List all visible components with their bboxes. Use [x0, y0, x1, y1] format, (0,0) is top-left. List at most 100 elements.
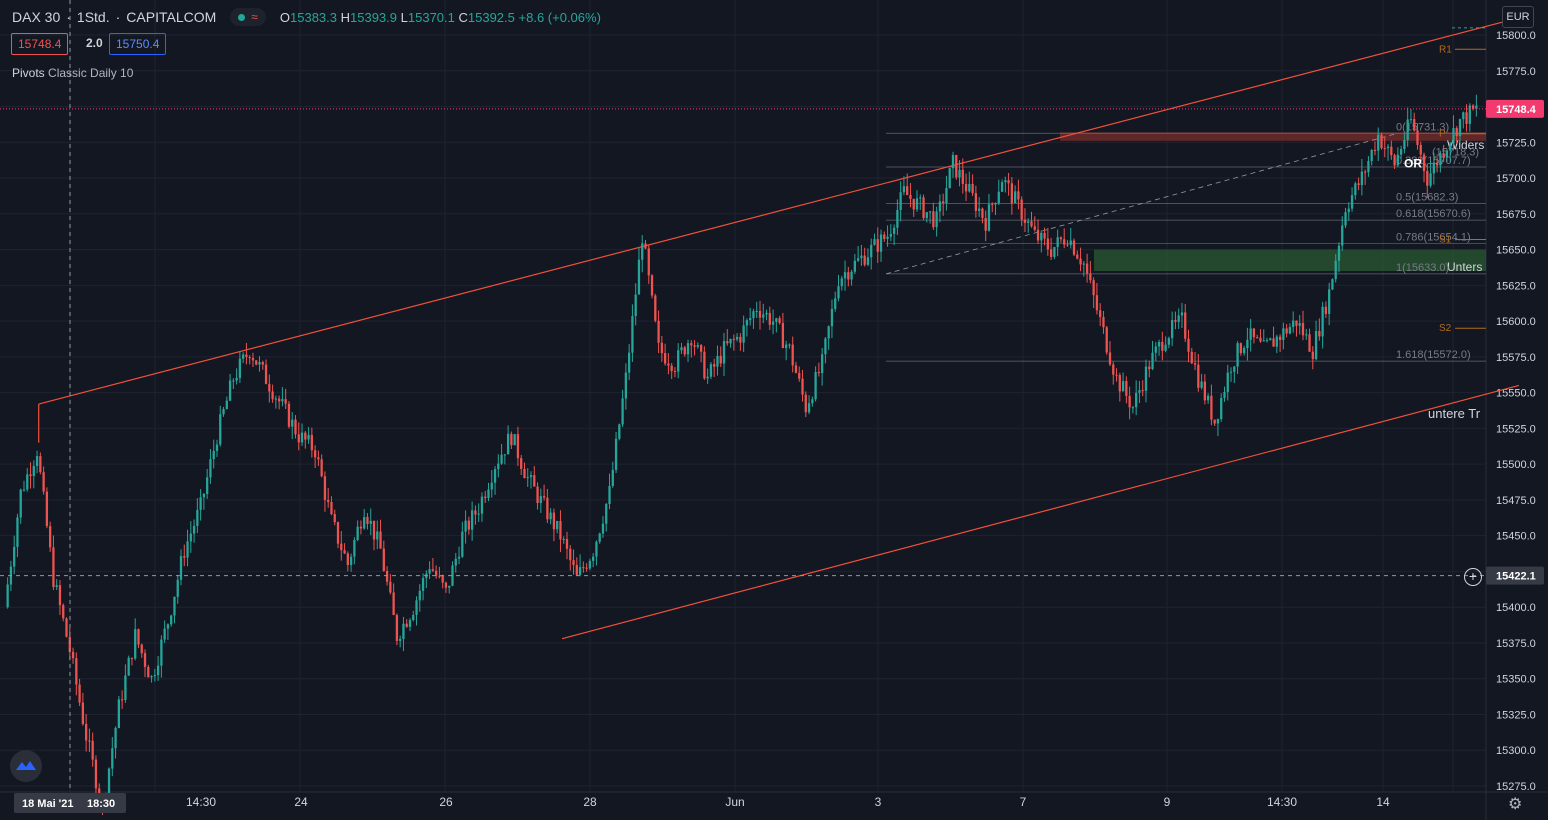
candle-body [1013, 191, 1017, 204]
sell-price-button[interactable]: 15748.4 [11, 33, 69, 55]
candle-body [32, 466, 35, 477]
candle-body [520, 458, 523, 469]
indicator-legend[interactable]: Pivots Classic Daily 10 [12, 66, 133, 80]
interval-label[interactable]: 1Std. [76, 9, 110, 25]
candle-body [1023, 219, 1027, 223]
candle-body [173, 596, 176, 616]
candle-body [628, 352, 631, 373]
candle-body [340, 543, 343, 551]
y-axis-tick-label: 15575.0 [1496, 352, 1536, 364]
candle-body [1406, 119, 1409, 141]
y-axis-tick-label: 15350.0 [1496, 674, 1536, 686]
candle-body [1471, 105, 1475, 109]
candle-body [1399, 149, 1403, 155]
candle-body [1475, 105, 1478, 109]
candle-body [663, 353, 667, 364]
candle-body [860, 255, 863, 259]
x-axis-tick-label: 24 [294, 795, 308, 809]
candle-body [853, 260, 856, 272]
candle-body [1367, 161, 1370, 173]
x-axis-tick-label: 28 [583, 795, 597, 809]
candle-body [585, 567, 588, 569]
candle-body [978, 208, 981, 211]
candle-body [1223, 391, 1226, 398]
symbol-name[interactable]: DAX 30 [12, 9, 61, 25]
candle-body [166, 624, 170, 629]
candle-body [601, 523, 605, 534]
candle-body [418, 590, 421, 601]
candle-body [1007, 180, 1010, 184]
candle-body [39, 456, 42, 473]
trendline-upper[interactable] [38, 17, 1520, 405]
fib-level-label: 0.786(15654.1) [1396, 232, 1471, 244]
candle-body [245, 354, 248, 358]
candle-body [130, 657, 134, 659]
candle-body [549, 512, 552, 520]
candle-body [1141, 390, 1144, 392]
candle-body [261, 362, 264, 365]
zone-label-support: Unters [1447, 260, 1482, 274]
candle-body [667, 363, 670, 366]
fib-level-label: 0.382(15707.7) [1396, 155, 1471, 167]
candle-body [222, 409, 225, 415]
tradingview-logo-icon[interactable] [10, 750, 42, 782]
add-alert-plus-icon[interactable]: + [1464, 568, 1482, 586]
candle-body [287, 403, 291, 427]
candle-body [52, 547, 55, 587]
candle-body [346, 553, 349, 566]
last-price-label: 15748.4 [1496, 104, 1537, 116]
settings-gear-icon[interactable]: ⚙ [1508, 796, 1523, 813]
buy-price-button[interactable]: 15750.4 [109, 33, 167, 55]
candle-body [291, 419, 294, 427]
y-axis-tick-label: 15650.0 [1496, 245, 1536, 257]
candle-body [1089, 273, 1092, 281]
candle-body [379, 531, 382, 549]
candle-body [484, 496, 487, 499]
candle-body [1305, 334, 1308, 336]
candle-body [968, 183, 971, 192]
candle-body [556, 520, 559, 530]
symbol-separator: · [115, 9, 121, 25]
candle-body [1197, 364, 1200, 388]
candle-body [873, 239, 876, 245]
currency-button[interactable]: EUR [1502, 6, 1534, 28]
candle-body [824, 338, 827, 355]
pivot-label: S2 [1439, 323, 1452, 334]
candle-body [277, 398, 281, 402]
candle-body [565, 539, 569, 549]
candle-body [820, 354, 824, 374]
candle-body [1252, 328, 1256, 338]
candle-body [428, 569, 431, 574]
crosshair-price-label: 15422.1 [1496, 571, 1536, 583]
candle-body [709, 364, 713, 377]
trendline-lower[interactable] [561, 384, 1520, 640]
candle-body [1452, 128, 1455, 144]
candle-body [225, 400, 228, 410]
candle-body [29, 474, 32, 477]
candle-body [536, 486, 539, 504]
candle-body [399, 638, 402, 641]
candle-body [1259, 337, 1262, 342]
candle-body [559, 520, 562, 540]
candle-body [755, 310, 758, 312]
candle-body [1439, 153, 1442, 166]
candle-body [654, 295, 657, 321]
candle-body [369, 520, 372, 524]
candle-body [1308, 334, 1311, 352]
candle-body [1311, 351, 1314, 360]
candle-body [78, 684, 81, 703]
market-status-pill[interactable]: ≈ [230, 8, 266, 26]
candle-body [1357, 183, 1360, 186]
candle-body [19, 489, 22, 518]
y-axis-tick-label: 15400.0 [1496, 602, 1536, 614]
candle-body [1131, 407, 1135, 409]
candle-body [1393, 155, 1396, 166]
candle-body [1419, 144, 1422, 155]
zone-support [1094, 249, 1486, 272]
symbol-header[interactable]: DAX 30 · 1Std. · CAPITALCOM ≈ O15383.3 H… [12, 8, 601, 26]
candle-body [1324, 306, 1328, 314]
candle-body [686, 343, 690, 355]
x-axis-tick-label: 7 [1020, 795, 1027, 809]
candle-body [938, 201, 942, 212]
